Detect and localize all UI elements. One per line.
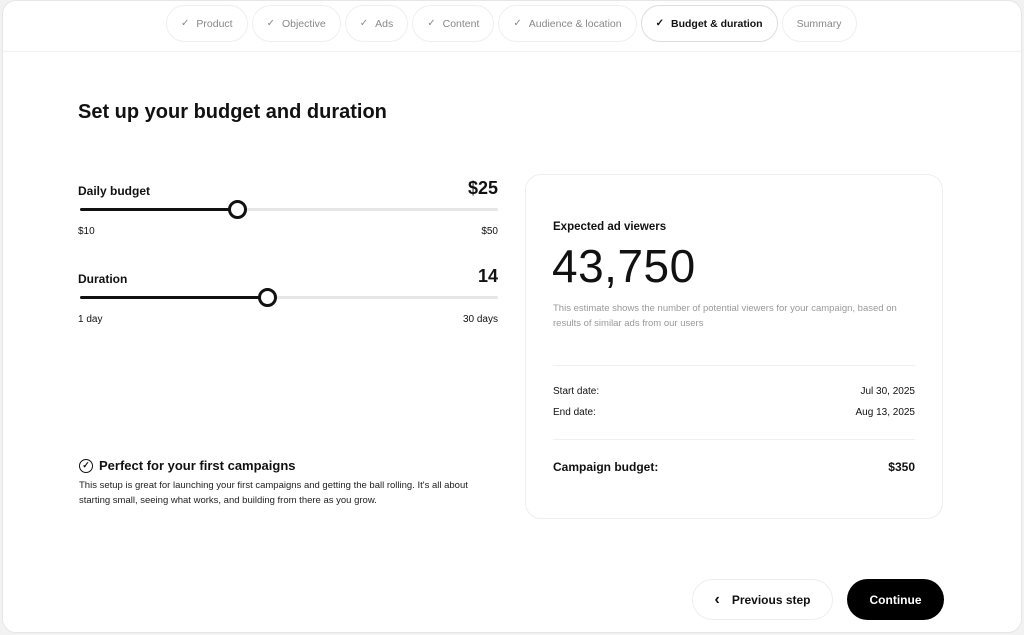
viewers-label: Expected ad viewers	[553, 221, 667, 233]
end-date-row: End date: Aug 13, 2025	[553, 407, 915, 418]
page-title: Set up your budget and duration	[78, 101, 387, 123]
estimate-description: This estimate shows the number of potent…	[553, 303, 897, 329]
step-tab[interactable]: ✓ Objective	[251, 5, 341, 42]
daily-budget-label: Daily budget	[78, 184, 151, 198]
continue-button[interactable]: Continue	[847, 579, 944, 620]
campaign-budget-label: Campaign budget:	[553, 460, 659, 474]
step-tab[interactable]: ✓ Audience & location	[498, 5, 637, 42]
check-icon: ✓	[359, 18, 369, 29]
tip-text: This setup is great for launching your f…	[79, 480, 468, 506]
tip-title: Perfect for your first campaigns	[99, 458, 296, 473]
check-icon: ✓	[655, 18, 665, 29]
check-icon: ✓	[513, 18, 522, 29]
chevron-left-icon: ‹	[714, 590, 720, 608]
step-label: Ads	[375, 17, 394, 30]
step-label: Budget & duration	[671, 17, 763, 30]
step-tab[interactable]: ✓ Budget & duration	[640, 5, 778, 42]
estimate-card: Expected ad viewers 43,750 This estimate…	[525, 174, 943, 519]
slider-thumb[interactable]	[227, 200, 247, 219]
end-date-value: Aug 13, 2025	[855, 407, 916, 418]
step-label: Content	[442, 17, 480, 30]
divider	[3, 51, 1021, 52]
slider-track[interactable]	[80, 200, 498, 219]
step-tab[interactable]: ✓ Ads	[344, 5, 409, 42]
step-label: Objective	[281, 17, 326, 30]
check-icon: ✓	[427, 18, 436, 29]
end-date-label: End date:	[553, 407, 596, 418]
slider-max: 30 days	[462, 314, 498, 325]
check-icon: ✓	[266, 18, 275, 29]
slider-min: 1 day	[78, 314, 103, 325]
previous-step-label: Previous step	[731, 592, 811, 607]
divider	[553, 439, 915, 440]
campaign-budget-row: Campaign budget: $350	[553, 460, 915, 474]
slider-thumb[interactable]	[258, 288, 278, 307]
step-label: Summary	[796, 17, 842, 30]
slider-fill	[80, 208, 237, 211]
slider-fill	[80, 296, 268, 299]
tip-box: ✓ Perfect for your first campaigns This s…	[79, 458, 499, 508]
divider	[553, 365, 915, 366]
check-icon: ✓	[181, 18, 190, 29]
step-tab[interactable]: ✓ Content	[412, 5, 495, 42]
step-label: Product	[196, 17, 233, 30]
daily-budget-value: $25	[467, 178, 498, 198]
duration-value: 14	[477, 266, 498, 286]
start-date-row: Start date: Jul 30, 2025	[553, 386, 915, 397]
campaign-budget-value: $350	[888, 460, 915, 474]
check-circle-icon: ✓	[79, 458, 93, 473]
start-date-value: Jul 30, 2025	[860, 386, 916, 397]
duration-label: Duration	[78, 272, 128, 286]
previous-step-button[interactable]: ‹ Previous step	[692, 579, 833, 620]
slider-max: $50	[481, 226, 498, 237]
start-date-label: Start date:	[553, 386, 600, 397]
stepper: ✓ Product ✓ Objective ✓ Ads ✓ Content ✓ Audience …	[166, 5, 857, 42]
step-label: Audience & location	[528, 17, 622, 30]
slider-track[interactable]	[80, 288, 498, 307]
step-tab[interactable]: Summary	[781, 5, 857, 42]
step-tab[interactable]: ✓ Product	[166, 5, 248, 42]
viewers-value: 43,750	[552, 240, 696, 292]
slider-min: $10	[78, 226, 95, 237]
